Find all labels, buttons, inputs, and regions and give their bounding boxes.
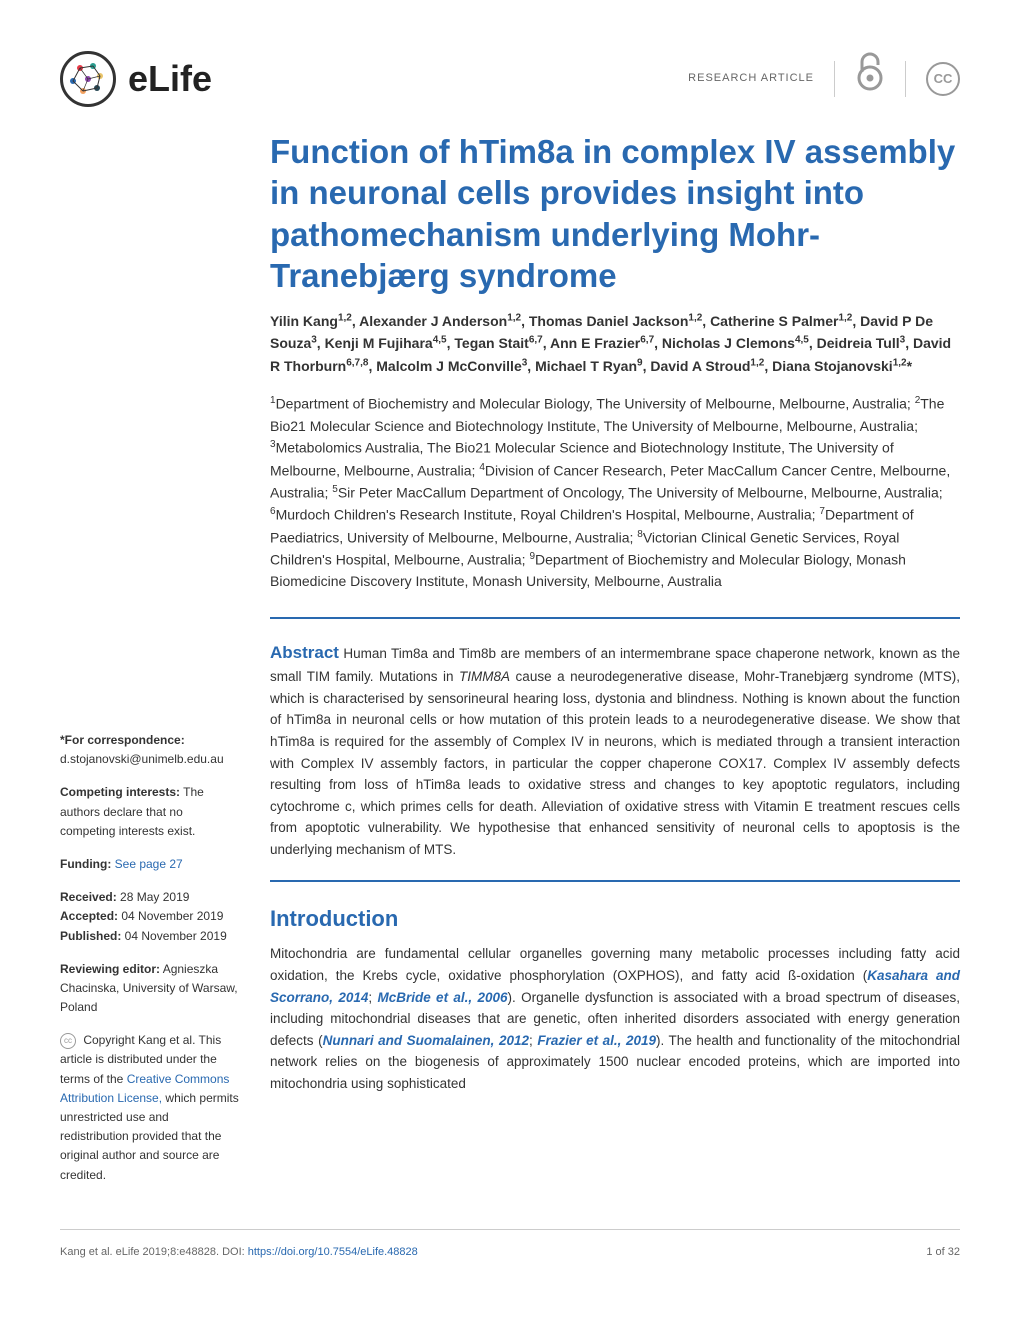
funding-label: Funding: xyxy=(60,857,111,871)
journal-logo: eLife xyxy=(60,51,212,107)
correspondence-label: *For correspondence: xyxy=(60,733,185,747)
page-header: eLife RESEARCH ARTICLE CC xyxy=(60,50,960,131)
copyright-block: cc Copyright Kang et al. This article is… xyxy=(60,1031,240,1185)
page-number: 1 of 32 xyxy=(926,1244,960,1261)
cc-small-icon: cc xyxy=(60,1033,76,1049)
received-label: Received: xyxy=(60,890,117,904)
accepted-label: Accepted: xyxy=(60,909,118,923)
funding-block: Funding: See page 27 xyxy=(60,855,240,874)
header-meta: RESEARCH ARTICLE CC xyxy=(688,50,960,107)
header-divider xyxy=(905,61,906,97)
article-authors: Yilin Kang1,2, Alexander J Anderson1,2, … xyxy=(270,310,960,377)
elife-logo-icon xyxy=(60,51,116,107)
published-label: Published: xyxy=(60,929,121,943)
competing-label: Competing interests: xyxy=(60,785,180,799)
article-title: Function of hTim8a in complex IV assembl… xyxy=(270,131,960,296)
article-type-label: RESEARCH ARTICLE xyxy=(688,70,814,87)
open-access-icon xyxy=(855,50,885,107)
doi-link[interactable]: https://doi.org/10.7554/eLife.48828 xyxy=(248,1246,418,1258)
article-main: Function of hTim8a in complex IV assembl… xyxy=(270,131,960,1199)
correspondence-email[interactable]: d.stojanovski@unimelb.edu.au xyxy=(60,752,224,766)
abstract-body: Human Tim8a and Tim8b are members of an … xyxy=(270,646,960,857)
introduction-heading: Introduction xyxy=(270,902,960,935)
accepted-date: 04 November 2019 xyxy=(118,909,223,923)
dates-block: Received: 28 May 2019 Accepted: 04 Novem… xyxy=(60,888,240,946)
cc-license-icon: CC xyxy=(926,62,960,96)
section-rule xyxy=(270,617,960,619)
article-sidebar: *For correspondence: d.stojanovski@unime… xyxy=(60,131,240,1199)
citation-text: Kang et al. eLife 2019;8:e48828. DOI: xyxy=(60,1246,248,1258)
footer-citation: Kang et al. eLife 2019;8:e48828. DOI: ht… xyxy=(60,1244,418,1261)
abstract-label: Abstract xyxy=(270,643,339,662)
funding-link[interactable]: See page 27 xyxy=(111,857,182,871)
article-abstract: Abstract Human Tim8a and Tim8b are membe… xyxy=(270,639,960,861)
competing-interests-block: Competing interests: The authors declare… xyxy=(60,783,240,841)
received-date: 28 May 2019 xyxy=(117,890,190,904)
editor-block: Reviewing editor: Agnieszka Chacinska, U… xyxy=(60,960,240,1018)
header-divider xyxy=(834,61,835,97)
editor-label: Reviewing editor: xyxy=(60,962,160,976)
correspondence-block: *For correspondence: d.stojanovski@unime… xyxy=(60,731,240,769)
introduction-text: Mitochondria are fundamental cellular or… xyxy=(270,943,960,1094)
section-rule xyxy=(270,880,960,882)
page-footer: Kang et al. eLife 2019;8:e48828. DOI: ht… xyxy=(60,1229,960,1261)
article-affiliations: 1Department of Biochemistry and Molecula… xyxy=(270,393,960,593)
journal-name: eLife xyxy=(128,52,212,106)
published-date: 04 November 2019 xyxy=(121,929,226,943)
